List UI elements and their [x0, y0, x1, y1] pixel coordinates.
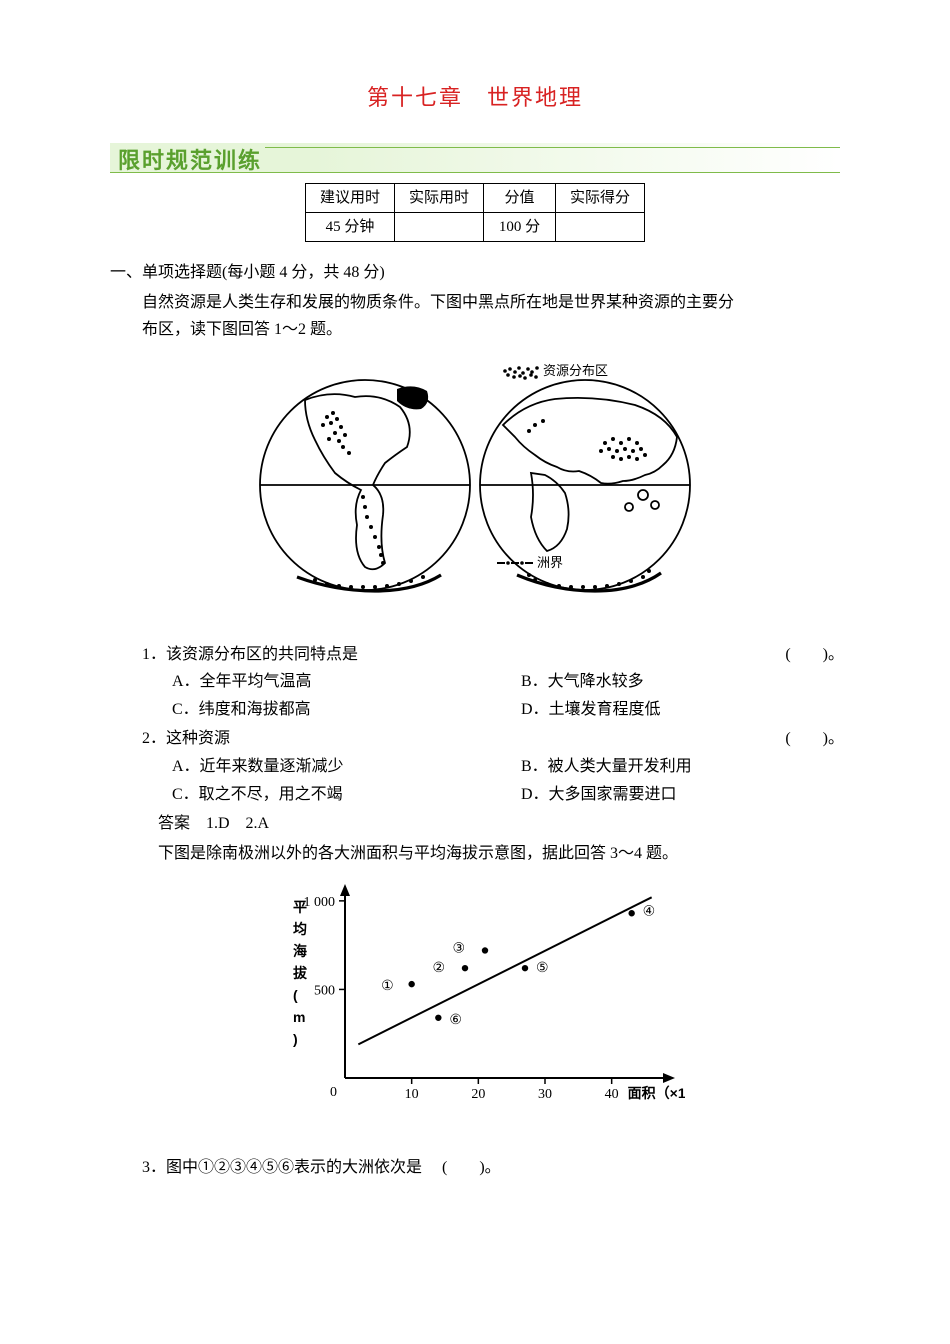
svg-text:20: 20	[471, 1087, 485, 1102]
section-heading: 一、单项选择题(每小题 4 分，共 48 分)	[110, 260, 840, 286]
q3-text: 3．图中①②③④⑤⑥表示的大洲依次是	[142, 1159, 422, 1176]
q2-opt-b: B．被人类大量开发利用	[521, 754, 840, 780]
q1-opt-a: A．全年平均气温高	[172, 669, 491, 695]
time-table: 建议用时 实际用时 分值 实际得分 45 分钟 100 分	[305, 183, 645, 242]
legend-resource-label: 资源分布区	[543, 363, 608, 378]
svg-text:30: 30	[538, 1087, 552, 1102]
svg-text:④: ④	[643, 905, 656, 920]
svg-text:0: 0	[330, 1085, 337, 1100]
question-3: 3．图中①②③④⑤⑥表示的大洲依次是 ( )。	[110, 1155, 840, 1181]
legend-boundary-label: 洲界	[537, 555, 563, 570]
q1-opt-d: D．土壤发育程度低	[521, 697, 840, 723]
th-score: 分值	[484, 184, 556, 213]
answer-1-2: 答案 1.D 2.A	[110, 811, 840, 837]
scatter-svg: 10 20 30 40 500 1 000 0 平均海拔 ( m) 面积（×10⁶km²） ① ②③ ④ ⑤…	[265, 878, 685, 1118]
q1-opt-c: C．纬度和海拔都高	[172, 697, 491, 723]
svg-text:⑥: ⑥	[449, 1013, 462, 1028]
dots-eu	[527, 419, 545, 433]
svg-text:1 000: 1 000	[304, 895, 336, 910]
svg-text:): )	[293, 1031, 298, 1047]
svg-text:10: 10	[405, 1087, 419, 1102]
question-2: 2．这种资源 ( )。	[110, 726, 840, 752]
svg-text:均: 均	[293, 921, 307, 937]
banner-overline	[265, 147, 840, 148]
dots-na	[321, 411, 351, 455]
svg-text:500: 500	[314, 984, 335, 999]
q2-text: 2．这种资源	[142, 730, 230, 747]
context-line: 布区，读下图回答 1～2 题。	[110, 317, 840, 343]
world-map-svg: 资源分布区	[235, 355, 715, 605]
svg-text:40: 40	[605, 1087, 619, 1102]
banner: 限时规范训练	[110, 143, 840, 173]
td-score: 100 分	[484, 213, 556, 242]
q2-paren: ( )。	[785, 726, 844, 752]
q2-opt-a: A．近年来数量逐渐减少	[172, 754, 491, 780]
legend-resource: 资源分布区	[503, 363, 608, 380]
chapter-title: 第十七章 世界地理	[110, 80, 840, 115]
td-actual-time	[394, 213, 483, 242]
svg-text:②: ②	[432, 961, 445, 976]
question-1: 1．该资源分布区的共同特点是 ( )。	[110, 642, 840, 668]
svg-text:平: 平	[293, 899, 307, 915]
svg-text:海: 海	[293, 943, 307, 959]
th-actual-score: 实际得分	[556, 184, 645, 213]
q2-opt-d: D．大多国家需要进口	[521, 782, 840, 808]
svg-text:③: ③	[452, 942, 465, 957]
svg-text:拔: 拔	[293, 965, 308, 981]
scatter-figure: 10 20 30 40 500 1 000 0 平均海拔 ( m) 面积（×10⁶km²） ① ②③ ④ ⑤…	[110, 878, 840, 1127]
q3-paren: ( )。	[442, 1159, 501, 1176]
legend-boundary: 洲界	[497, 555, 563, 570]
context-line: 自然资源是人类生存和发展的物质条件。下图中黑点所在地是世界某种资源的主要分	[110, 290, 840, 316]
q2-opt-c: C．取之不尽，用之不竭	[172, 782, 491, 808]
dots-asia	[599, 437, 647, 461]
q1-opt-b: B．大气降水较多	[521, 669, 840, 695]
table-row: 45 分钟 100 分	[305, 213, 644, 242]
world-map-figure: 资源分布区	[110, 355, 840, 614]
banner-title: 限时规范训练	[118, 143, 262, 178]
svg-text:m: m	[293, 1009, 305, 1025]
q1-text: 1．该资源分布区的共同特点是	[142, 646, 358, 663]
q1-paren: ( )。	[785, 642, 844, 668]
td-actual-score	[556, 213, 645, 242]
svg-text:①: ①	[381, 979, 394, 994]
table-row: 建议用时 实际用时 分值 实际得分	[305, 184, 644, 213]
td-suggested-time: 45 分钟	[305, 213, 394, 242]
context-2: 下图是除南极洲以外的各大洲面积与平均海拔示意图，据此回答 3～4 题。	[110, 841, 840, 867]
svg-text:⑤: ⑤	[536, 961, 549, 976]
svg-text:面积（×10⁶km²）: 面积（×10⁶km²）	[628, 1085, 685, 1101]
th-actual-time: 实际用时	[394, 184, 483, 213]
q2-options: A．近年来数量逐渐减少 B．被人类大量开发利用 C．取之不尽，用之不竭 D．大多…	[110, 754, 840, 807]
svg-text:(: (	[293, 987, 298, 1003]
th-suggested-time: 建议用时	[305, 184, 394, 213]
q1-options: A．全年平均气温高 B．大气降水较多 C．纬度和海拔都高 D．土壤发育程度低	[110, 669, 840, 722]
